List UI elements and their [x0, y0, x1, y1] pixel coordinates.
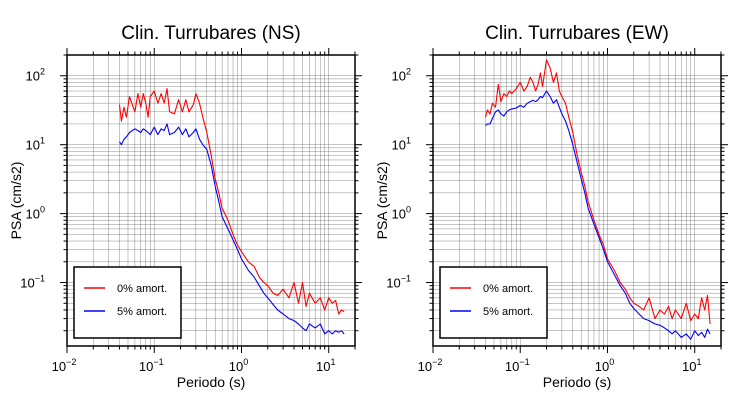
- y-tick-exponent: 1: [40, 136, 45, 146]
- x-tick-base: 10: [52, 359, 66, 374]
- plot-frame: [432, 54, 722, 347]
- series-line-red: [118, 88, 345, 315]
- y-tick-label: 101: [26, 136, 45, 153]
- series-line-blue: [485, 90, 711, 340]
- y-tick-label: 102: [392, 67, 411, 84]
- legend: 0% amort. 5% amort.: [439, 266, 548, 339]
- legend: 0% amort. 5% amort.: [73, 266, 182, 339]
- x-tick-exponent: −2: [432, 357, 442, 367]
- y-tick-base: 10: [392, 138, 406, 153]
- y-tick-label: 10−1: [386, 274, 411, 291]
- grid: [433, 55, 721, 346]
- y-tick-base: 10: [26, 207, 40, 222]
- x-tick-label: 101: [316, 357, 335, 374]
- x-tick-label: 100: [229, 357, 248, 374]
- plot-frame: [66, 54, 356, 347]
- x-tick-exponent: 1: [330, 357, 335, 367]
- y-tick-exponent: −1: [401, 274, 411, 284]
- y-tick-base: 10: [392, 207, 406, 222]
- x-tick-base: 10: [682, 359, 696, 374]
- ticks: [60, 48, 362, 353]
- y-tick-base: 10: [26, 69, 40, 84]
- x-axis-label: Periodo (s): [543, 374, 611, 390]
- series-line-blue: [119, 123, 345, 335]
- y-axis-label: PSA (cm/s2): [8, 162, 24, 240]
- chart-title: Clin. Turrubares (NS): [121, 23, 301, 44]
- x-tick-base: 10: [595, 359, 609, 374]
- legend-label: 5% amort.: [117, 306, 167, 318]
- x-tick-base: 10: [139, 359, 153, 374]
- y-tick-base: 10: [26, 138, 40, 153]
- chart-title: Clin. Turrubares (EW): [485, 23, 669, 44]
- y-tick-exponent: 0: [406, 205, 411, 215]
- y-tick-exponent: 0: [40, 205, 45, 215]
- x-tick-label: 10−1: [139, 357, 164, 374]
- legend-label: 0% amort.: [483, 283, 533, 295]
- x-tick-label: 10−2: [52, 357, 77, 374]
- y-tick-base: 10: [386, 276, 400, 291]
- x-tick-label: 101: [682, 357, 701, 374]
- legend-box: [439, 266, 548, 339]
- y-tick-label: 101: [392, 136, 411, 153]
- x-tick-label: 10−1: [505, 357, 530, 374]
- y-tick-exponent: 2: [40, 67, 45, 77]
- x-tick-label: 100: [595, 357, 614, 374]
- y-tick-exponent: 1: [406, 136, 411, 146]
- legend-label: 0% amort.: [117, 283, 167, 295]
- y-tick-label: 10−1: [20, 274, 45, 291]
- grid: [67, 55, 355, 346]
- y-axis-label: PSA (cm/s2): [374, 162, 390, 240]
- y-tick-label: 100: [26, 205, 45, 222]
- y-tick-label: 102: [26, 67, 45, 84]
- ticks: [426, 48, 728, 353]
- x-tick-exponent: 0: [243, 357, 248, 367]
- y-tick-exponent: −1: [35, 274, 45, 284]
- y-tick-exponent: 2: [406, 67, 411, 77]
- y-tick-label: 100: [392, 205, 411, 222]
- x-tick-exponent: 0: [609, 357, 614, 367]
- x-tick-exponent: −2: [66, 357, 76, 367]
- y-tick-base: 10: [20, 276, 34, 291]
- legend-label: 5% amort.: [483, 306, 533, 318]
- x-tick-base: 10: [505, 359, 519, 374]
- x-tick-base: 10: [229, 359, 243, 374]
- x-tick-exponent: −1: [153, 357, 163, 367]
- x-tick-base: 10: [418, 359, 432, 374]
- legend-box: [73, 266, 182, 339]
- x-tick-label: 10−2: [418, 357, 443, 374]
- y-tick-base: 10: [392, 69, 406, 84]
- series-line-red: [484, 59, 711, 325]
- x-tick-exponent: 1: [696, 357, 701, 367]
- x-tick-base: 10: [316, 359, 330, 374]
- x-tick-exponent: −1: [519, 357, 529, 367]
- x-axis-label: Periodo (s): [177, 374, 245, 390]
